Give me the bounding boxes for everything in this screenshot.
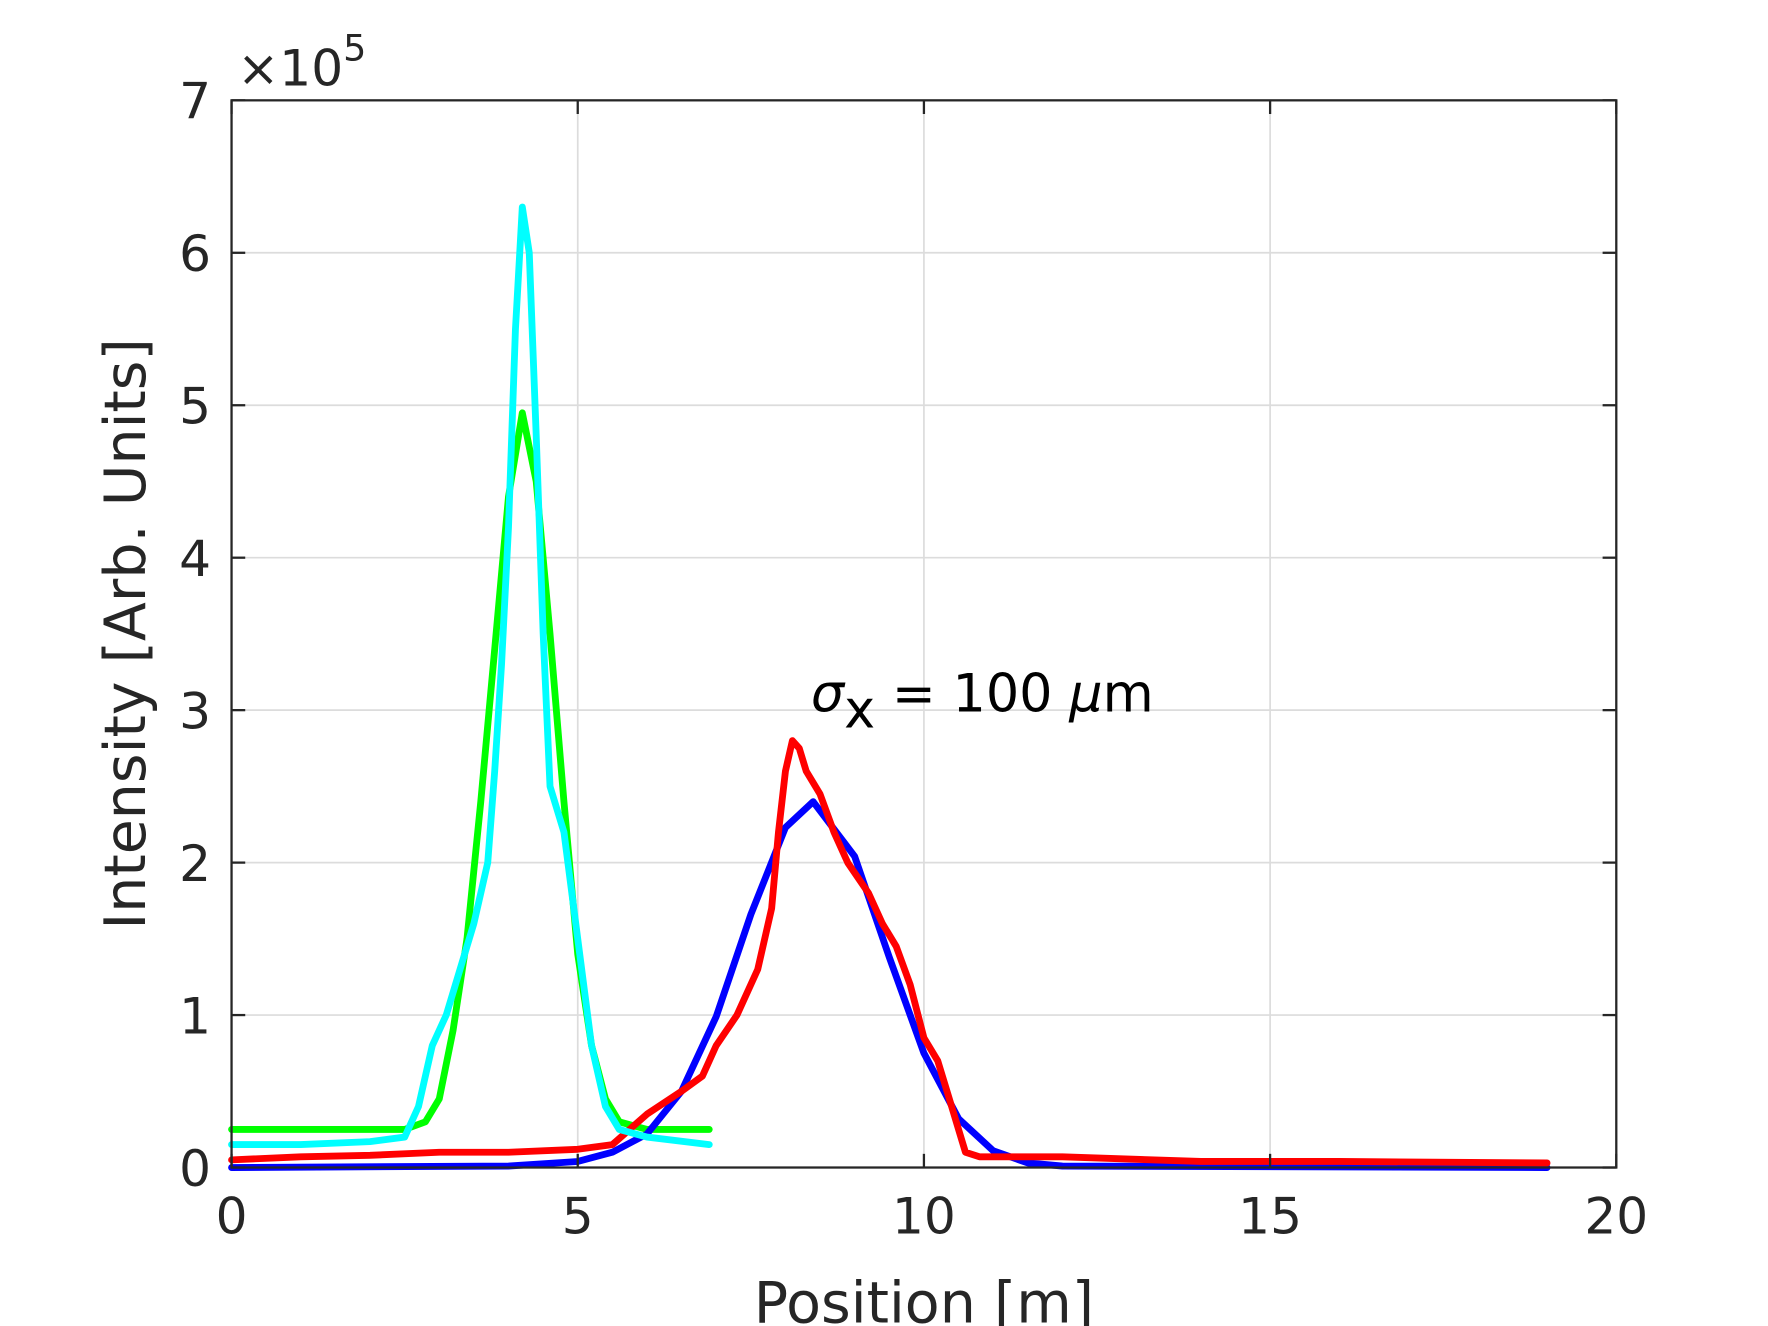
y-tick-label: 7 xyxy=(179,72,211,131)
x-tick-label: 0 xyxy=(216,1187,248,1246)
x-tick-label: 20 xyxy=(1584,1187,1648,1246)
y-tick-label: 0 xyxy=(179,1139,211,1198)
y-tick-label: 5 xyxy=(179,376,211,435)
x-tick-label: 15 xyxy=(1238,1187,1302,1246)
y-tick-label: 4 xyxy=(179,529,211,588)
x-tick-label: 10 xyxy=(892,1187,956,1246)
sigma-annotation: σx = 100 μm xyxy=(811,664,1154,741)
x-axis-label: Position [m] xyxy=(754,1271,1094,1326)
x-tick-label: 5 xyxy=(562,1187,594,1246)
ticks: 0 5 10 15 20 0 1 2 3 4 5 6 7 xyxy=(179,72,1648,1246)
series-line-3 xyxy=(228,203,713,1149)
y-multiplier: ×105 xyxy=(237,26,366,97)
series-line-2 xyxy=(228,737,1551,1167)
y-tick-label: 2 xyxy=(179,834,211,893)
y-axis-label: Intensity [Arb. Units] xyxy=(93,338,159,929)
series-line-1 xyxy=(228,798,1551,1171)
y-tick-label: 6 xyxy=(179,224,211,283)
grid xyxy=(230,99,1618,1169)
y-tick-label: 3 xyxy=(179,681,211,740)
series-line-0 xyxy=(228,409,713,1133)
y-tick-label: 1 xyxy=(179,986,211,1045)
series-layer xyxy=(228,203,1551,1171)
